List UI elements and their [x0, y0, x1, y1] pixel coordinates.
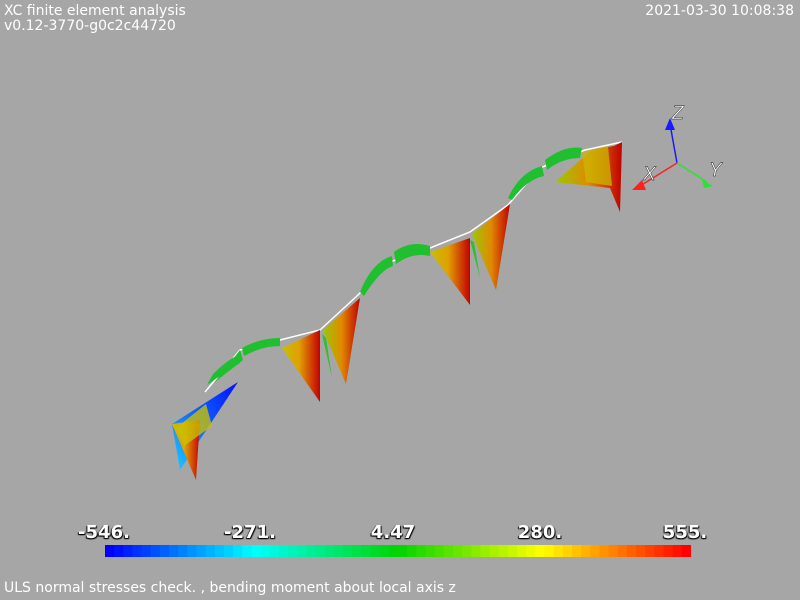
- scale-swatch: [260, 545, 271, 557]
- scale-swatch: [553, 545, 564, 557]
- scale-swatch: [324, 545, 335, 557]
- end-stress-lobe: [172, 382, 238, 480]
- scale-swatch: [462, 545, 472, 557]
- scale-swatch: [398, 545, 408, 557]
- scale-swatch: [141, 545, 152, 557]
- scale-swatch: [224, 545, 234, 557]
- scale-swatch: [599, 545, 610, 557]
- scale-swatch: [169, 545, 179, 557]
- color-scale-bar: [105, 545, 691, 557]
- scale-swatch: [507, 545, 518, 557]
- scale-swatch: [205, 545, 216, 557]
- scale-swatch: [581, 545, 591, 557]
- scale-swatch: [379, 545, 390, 557]
- axis-z-label: Z: [671, 103, 685, 124]
- scale-swatch: [178, 545, 188, 557]
- moment-diagram-green: [207, 147, 582, 385]
- scale-swatch: [388, 545, 399, 557]
- scale-swatch: [626, 545, 637, 557]
- scale-swatch: [233, 545, 243, 557]
- scale-swatch: [526, 545, 536, 557]
- scale-swatch: [571, 545, 582, 557]
- scale-tick-label: -271.: [224, 522, 276, 543]
- scale-swatch: [150, 545, 161, 557]
- scale-swatch: [608, 545, 619, 557]
- scale-swatch: [498, 545, 509, 557]
- scale-swatch: [425, 545, 436, 557]
- app-title: XC finite element analysis: [4, 3, 186, 19]
- scale-swatch: [407, 545, 417, 557]
- scale-tick-label: 4.47: [370, 522, 416, 543]
- scale-swatch: [242, 545, 252, 557]
- scale-swatch: [278, 545, 289, 557]
- scale-swatch: [663, 545, 674, 557]
- scale-swatch: [352, 545, 362, 557]
- scale-swatch: [288, 545, 298, 557]
- scale-swatch: [535, 545, 545, 557]
- scale-swatch: [114, 545, 124, 557]
- timestamp: 2021-03-30 10:08:38: [645, 3, 794, 19]
- scale-swatch: [681, 545, 691, 557]
- plot-caption: ULS normal stresses check. , bending mom…: [4, 580, 456, 596]
- scale-swatch: [416, 545, 426, 557]
- axis-y-label: Y: [709, 160, 723, 181]
- scale-tick-label: -546.: [78, 522, 130, 543]
- scale-swatch: [471, 545, 481, 557]
- axis-triad: Z X Y: [632, 103, 723, 190]
- axis-x-label: X: [642, 164, 657, 185]
- scale-swatch: [196, 545, 207, 557]
- scale-swatch: [123, 545, 133, 557]
- scale-swatch: [269, 545, 280, 557]
- scale-swatch: [315, 545, 326, 557]
- scale-swatch: [214, 545, 225, 557]
- moment-diagram-lobes: [282, 142, 622, 402]
- scale-swatch: [672, 545, 683, 557]
- scale-swatch: [159, 545, 170, 557]
- scale-swatch: [251, 545, 262, 557]
- scale-swatch: [452, 545, 463, 557]
- scale-swatch: [654, 545, 665, 557]
- scale-swatch: [517, 545, 527, 557]
- scale-swatch: [343, 545, 353, 557]
- scale-swatch: [132, 545, 143, 557]
- scale-swatch: [544, 545, 555, 557]
- scale-swatch: [297, 545, 307, 557]
- scale-tick-label: 280.: [517, 522, 563, 543]
- scale-swatch: [617, 545, 628, 557]
- scale-swatch: [480, 545, 491, 557]
- app-version: v0.12-3770-g0c2c44720: [4, 18, 176, 34]
- scale-swatch: [434, 545, 445, 557]
- scale-swatch: [333, 545, 344, 557]
- scale-swatch: [443, 545, 454, 557]
- scale-swatch: [370, 545, 381, 557]
- scale-swatch: [105, 545, 115, 557]
- scale-swatch: [306, 545, 317, 557]
- scale-swatch: [636, 545, 646, 557]
- scale-swatch: [489, 545, 500, 557]
- scale-swatch: [562, 545, 573, 557]
- scale-swatch: [361, 545, 372, 557]
- scale-swatch: [187, 545, 198, 557]
- scale-tick-label: 555.: [662, 522, 708, 543]
- scale-swatch: [590, 545, 600, 557]
- scale-swatch: [645, 545, 655, 557]
